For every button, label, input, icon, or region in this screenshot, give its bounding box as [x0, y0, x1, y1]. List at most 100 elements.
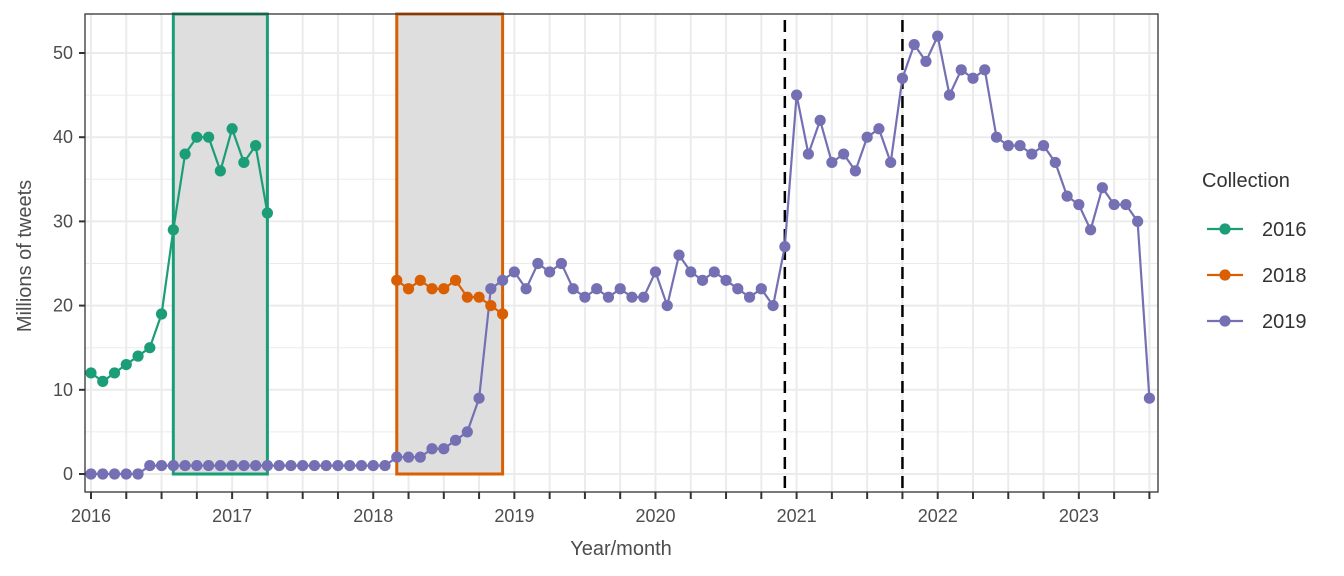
data-point: [1085, 224, 1097, 236]
data-point: [97, 468, 109, 480]
data-point: [144, 342, 156, 354]
data-point: [97, 375, 109, 387]
data-point: [120, 358, 132, 371]
data-point: [191, 131, 203, 143]
data-point: [497, 308, 509, 320]
data-point: [602, 291, 615, 303]
data-point: [226, 123, 238, 135]
data-point: [132, 350, 144, 362]
data-point: [414, 274, 426, 286]
data-point: [1143, 392, 1155, 404]
data-point: [485, 300, 497, 312]
data-point: [285, 459, 297, 472]
y-tick-label: 40: [53, 127, 73, 147]
data-point: [120, 468, 132, 480]
data-point: [320, 459, 332, 472]
data-point: [508, 266, 520, 278]
legend-item-2018: 2018: [1207, 265, 1307, 287]
data-point: [544, 266, 556, 278]
data-point: [85, 468, 97, 480]
data-point: [297, 459, 309, 472]
data-point: [1132, 215, 1144, 227]
data-point: [167, 459, 179, 472]
data-point: [838, 148, 850, 160]
data-point: [1108, 198, 1120, 211]
data-point: [696, 274, 709, 286]
data-point: [849, 165, 862, 177]
y-axis: 0 10 20 30 40 50: [53, 43, 85, 484]
x-tick-label: 2020: [635, 506, 675, 526]
data-point: [614, 283, 626, 295]
y-axis-title: Millions of tweets: [14, 180, 36, 332]
data-point: [732, 283, 744, 295]
data-point: [203, 459, 215, 472]
legend-label: 2019: [1262, 311, 1307, 333]
data-point: [791, 89, 803, 101]
series-2016: [85, 123, 273, 387]
legend-item-2019: 2019: [1207, 311, 1307, 333]
data-point: [955, 64, 967, 76]
data-point: [1037, 140, 1050, 152]
data-point: [1120, 198, 1132, 211]
collection-window-2016: [171, 12, 269, 476]
data-point: [391, 274, 403, 286]
series-2018: [391, 274, 509, 320]
data-point: [461, 291, 473, 303]
data-point: [261, 459, 273, 472]
legend-label: 2016: [1262, 219, 1307, 241]
data-point: [943, 89, 956, 101]
data-point: [485, 283, 497, 295]
y-tick-label: 50: [53, 43, 73, 63]
data-point: [932, 30, 944, 42]
plot-panel: [84, 12, 1159, 493]
data-point: [132, 468, 144, 480]
data-point: [920, 55, 932, 68]
data-point: [367, 459, 379, 472]
y-tick-label: 30: [53, 211, 73, 231]
data-point: [767, 300, 779, 312]
series-2019: [85, 30, 1155, 480]
data-point: [449, 434, 462, 446]
x-tick-label: 2017: [212, 506, 252, 526]
data-point: [214, 459, 226, 472]
data-point: [167, 224, 179, 236]
legend: Collection 2016 2018 2019: [1202, 170, 1307, 333]
data-point: [673, 249, 685, 261]
y-tick-label: 20: [53, 296, 73, 316]
data-point: [155, 459, 168, 472]
data-point: [426, 283, 438, 295]
data-point: [473, 392, 485, 404]
x-axis-title: Year/month: [570, 538, 672, 560]
data-point: [1026, 148, 1038, 160]
x-tick-label: 2023: [1059, 506, 1099, 526]
data-point: [438, 443, 450, 455]
data-point: [1061, 190, 1073, 202]
data-point: [108, 367, 121, 379]
x-axis: 2016 2017 2018 2019 2020 2021 2022 2023: [71, 492, 1151, 526]
data-point: [473, 291, 485, 303]
data-point: [414, 451, 426, 463]
data-point: [532, 257, 544, 270]
data-point: [191, 459, 203, 472]
data-point: [520, 283, 532, 295]
data-point: [179, 148, 191, 160]
data-point: [402, 451, 415, 463]
data-point: [1014, 140, 1026, 152]
data-point: [885, 156, 897, 169]
data-point: [273, 459, 285, 472]
y-tick-label: 0: [63, 464, 73, 484]
data-point: [226, 459, 238, 472]
data-point: [685, 266, 697, 278]
data-point: [755, 283, 767, 295]
legend-item-2016: 2016: [1207, 219, 1307, 241]
data-point: [873, 123, 885, 135]
data-point: [332, 459, 344, 472]
data-point: [861, 131, 873, 143]
legend-label: 2018: [1262, 265, 1307, 287]
data-point: [379, 459, 391, 472]
x-tick-label: 2022: [918, 506, 958, 526]
data-point: [591, 283, 603, 295]
data-point: [214, 165, 226, 177]
data-point: [426, 443, 438, 455]
